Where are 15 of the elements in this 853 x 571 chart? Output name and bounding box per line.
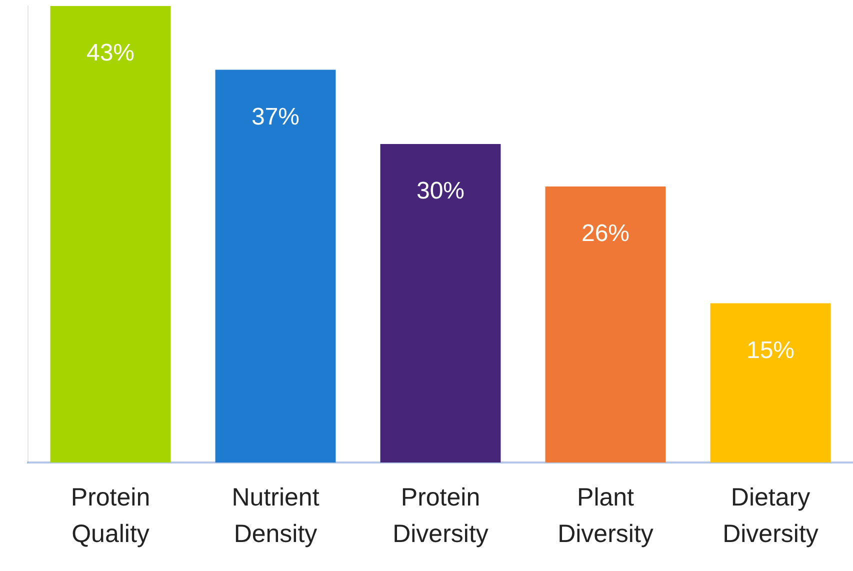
x-tick-label: Dietary Diversity [722, 484, 819, 548]
bar [545, 186, 666, 462]
x-tick-label: Protein Quality [70, 484, 150, 548]
data-label: 15% [746, 336, 795, 364]
x-tick-label: Plant Diversity [558, 484, 654, 548]
x-tick-label: Nutrient Density [232, 484, 320, 548]
data-label: 43% [86, 40, 135, 67]
bar [380, 144, 501, 462]
x-tick-label: Protein Diversity [392, 484, 489, 548]
data-label: 37% [251, 103, 300, 130]
bar [50, 6, 171, 462]
data-label: 30% [416, 178, 465, 205]
bar [215, 70, 336, 462]
bar [710, 303, 831, 462]
data-label: 26% [581, 220, 630, 248]
